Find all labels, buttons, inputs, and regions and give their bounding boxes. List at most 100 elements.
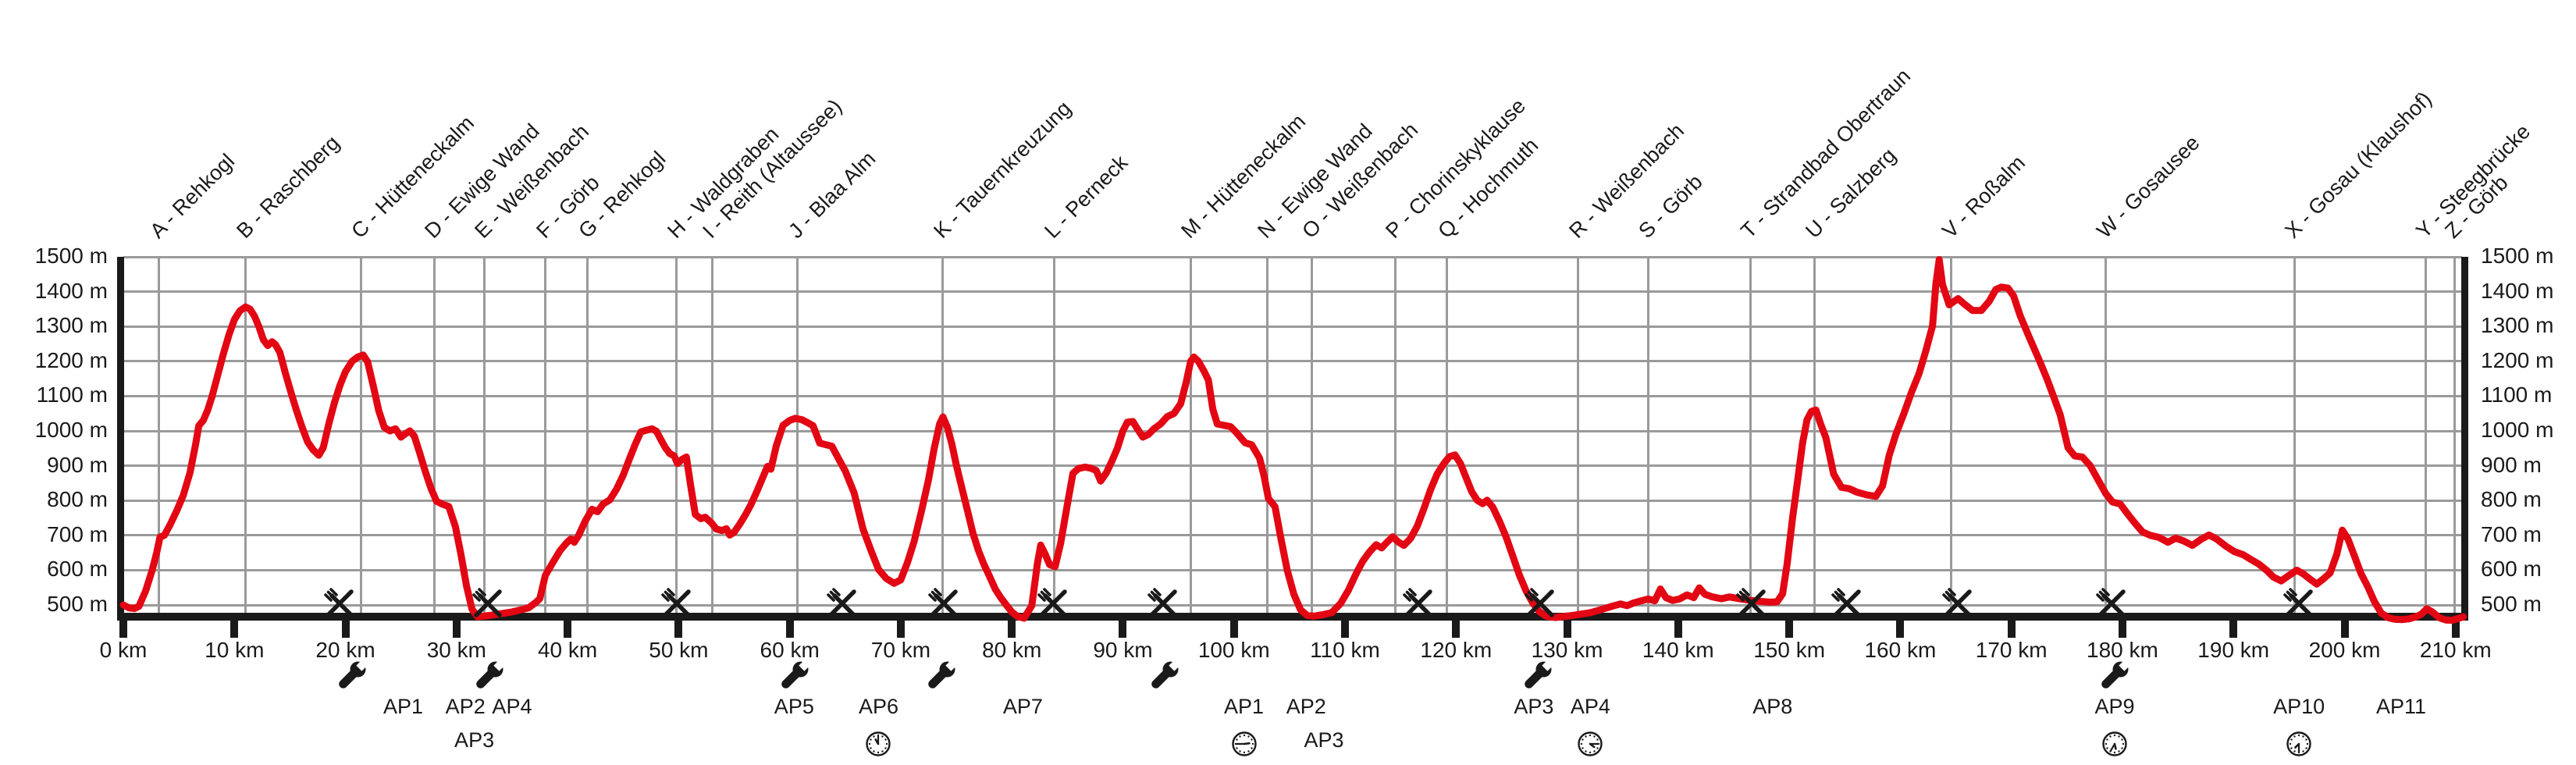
x-axis-tick [341,621,350,638]
x-axis-tick-label: 20 km [315,638,375,662]
grid-hline [123,394,2462,397]
grid-vline [482,257,486,613]
checkpoint-label-text: R - Weißenbach [1564,119,1688,244]
x-axis-tick [2007,621,2016,638]
checkpoint-label-text: B - Raschberg [231,130,344,244]
grid-vline [2453,257,2456,613]
x-axis-tick [674,621,683,638]
x-axis-tick [1452,621,1461,638]
food-station-icon [1734,585,1770,621]
grid-hline [123,429,2462,432]
grid-vline [1646,257,1649,613]
grid-vline [1265,257,1268,613]
grid-vline [1813,257,1816,613]
grid-vline [432,257,436,613]
x-axis-tick [1008,621,1016,638]
x-axis-tick-label: 180 km [2087,638,2158,662]
grid-hline [123,568,2462,571]
x-axis-tick-label: 10 km [205,638,265,662]
wrench-icon [922,657,959,695]
food-station-icon [1522,585,1558,621]
y-axis-label-left: 1300 m [34,313,108,338]
food-station-icon [1400,585,1436,621]
x-axis-tick-label: 140 km [1642,638,1714,662]
grid-vline [1950,257,1953,613]
x-axis-tick-label: 120 km [1420,638,1493,662]
clock-icon [1577,731,1603,757]
aid-post-label: AP2 [1286,695,1326,718]
grid-hline [123,534,2462,537]
aid-post-label: AP8 [1752,695,1793,718]
aid-post-label: AP11 [2376,695,2427,718]
elevation-curve-path [119,256,2467,624]
grid-vline [1310,257,1313,613]
aid-post-label: AP3 [1514,695,1554,718]
y-axis-label-left: 800 m [47,487,108,512]
aid-post-label: AP2 [445,695,486,718]
x-axis-tick [1119,621,1127,638]
x-axis-tick [1674,621,1682,638]
aid-post-label: AP3 [454,728,495,752]
x-axis-tick [119,621,127,638]
grid-vline [1052,257,1055,613]
y-axis-label-left: 1500 m [34,244,108,268]
x-axis-tick-label: 160 km [1864,638,1937,662]
y-axis-label-left: 700 m [47,521,108,546]
x-axis-tick [2229,621,2238,638]
wrench-icon [333,657,370,695]
aid-post-label: AP6 [858,695,898,718]
x-axis-tick [1563,621,1571,638]
grid-vline [158,257,161,613]
x-axis-tick-label: 210 km [2419,638,2492,662]
food-station-icon [2094,585,2129,621]
checkpoint-label-text: W - Gosausee [2091,130,2204,244]
checkpoint-label-text: C - Hütteneckalm [347,111,479,244]
aid-post-label: AP1 [1224,695,1265,718]
x-axis-tick-label: 170 km [1975,638,2048,662]
grid-vline [2105,257,2108,613]
x-axis-tick-label: 50 km [649,638,709,662]
grid-vline [1749,257,1752,613]
grid-hline [123,325,2462,328]
x-axis-tick [230,621,239,638]
y-axis-label-right: 800 m [2481,487,2542,512]
food-station-icon [1145,585,1181,621]
grid-vline [796,257,799,613]
y-axis-label-left: 1400 m [34,278,108,303]
wrench-icon [775,657,813,695]
grid-hline [123,464,2462,468]
grid-vline [586,257,589,613]
grid-vline [1393,257,1397,613]
checkpoint-label-text: V - Roßalm [1937,151,2030,244]
aid-post-label: AP1 [383,695,424,718]
grid-vline [1446,257,1449,613]
x-axis-tick [1229,621,1238,638]
grid-vline [1577,257,1580,613]
grid-hline [123,360,2462,363]
clock-icon [865,731,891,757]
grid-hline [123,499,2462,502]
food-station-icon [824,585,860,621]
grid-vline [544,257,547,613]
y-axis-label-left: 1100 m [36,382,108,407]
x-axis-tick [2451,621,2460,638]
wrench-icon [2095,657,2133,695]
checkpoint-label-text: M - Hütteneckalm [1176,109,1311,244]
x-axis-tick-label: 70 km [870,638,931,662]
wrench-icon [470,657,507,695]
x-axis-tick-label: 40 km [537,638,598,662]
x-axis-tick-label: 200 km [2308,638,2381,662]
y-axis-label-right: 1500 m [2481,244,2554,268]
aid-post-label: AP10 [2273,695,2325,718]
food-station-icon [322,585,358,621]
y-axis-label-right: 1200 m [2481,347,2554,372]
y-axis-label-left: 600 m [47,557,108,582]
plot-right-border [2461,257,2468,621]
x-axis-tick [1785,621,1794,638]
grid-vline [1189,257,1192,613]
food-station-icon [659,585,695,621]
x-axis-tick [2340,621,2349,638]
wrench-icon [1518,657,1556,695]
grid-vline [675,257,678,613]
x-axis-tick-label: 130 km [1531,638,1603,662]
